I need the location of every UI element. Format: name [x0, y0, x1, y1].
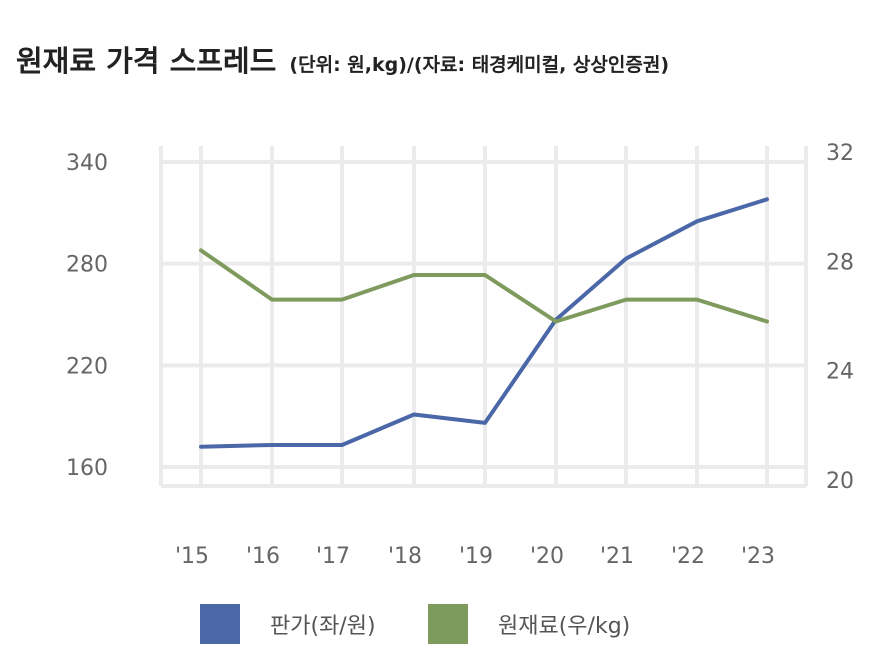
x-tick-label: '17 [316, 544, 350, 569]
right-tick-label: 28 [826, 250, 854, 275]
series-line-price [199, 197, 769, 449]
right-tick-label: 24 [826, 360, 854, 385]
right-tick-label: 32 [826, 141, 854, 166]
right-tick-label: 20 [826, 469, 854, 494]
line-chart: 340 280 220 160 32 28 24 20 '15 '16 '17 '18 '19 '20… [66, 141, 854, 569]
x-tick-label: '16 [246, 544, 280, 569]
legend-label-material: 원재료(우/kg) [498, 614, 631, 639]
legend-item-price: 판가(좌/원) [200, 604, 376, 644]
left-axis-ticks: 340 280 220 160 [66, 151, 108, 481]
series-line-material [199, 248, 769, 324]
x-tick-label: '20 [530, 544, 564, 569]
chart-title-block: 원재료 가격 스프레드 (단위: 원,kg)/(자료: 태경케미컬, 상상인증권… [16, 38, 669, 80]
legend-label-price: 판가(좌/원) [270, 614, 376, 639]
x-tick-label: '22 [671, 544, 705, 569]
x-tick-label: '18 [388, 544, 422, 569]
x-tick-label: '19 [459, 544, 493, 569]
legend-swatch-price [200, 604, 240, 644]
left-tick-label: 280 [66, 253, 108, 278]
x-tick-label: '21 [600, 544, 634, 569]
x-tick-label: '23 [741, 544, 775, 569]
left-tick-label: 220 [66, 354, 108, 379]
legend-item-material: 원재료(우/kg) [428, 604, 630, 644]
right-axis-ticks: 32 28 24 20 [826, 141, 854, 494]
chart-title: 원재료 가격 스프레드 [16, 44, 277, 78]
series [199, 197, 769, 449]
chart-subtitle: (단위: 원,kg)/(자료: 태경케미컬, 상상인증권) [289, 54, 670, 76]
grid [159, 146, 808, 488]
left-tick-label: 160 [66, 456, 108, 481]
legend: 판가(좌/원) 원재료(우/kg) [0, 604, 886, 646]
legend-swatch-material [428, 604, 468, 644]
left-tick-label: 340 [66, 151, 108, 176]
x-axis-ticks: '15 '16 '17 '18 '19 '20 '21 '22 '23 [175, 544, 775, 569]
x-tick-label: '15 [175, 544, 209, 569]
